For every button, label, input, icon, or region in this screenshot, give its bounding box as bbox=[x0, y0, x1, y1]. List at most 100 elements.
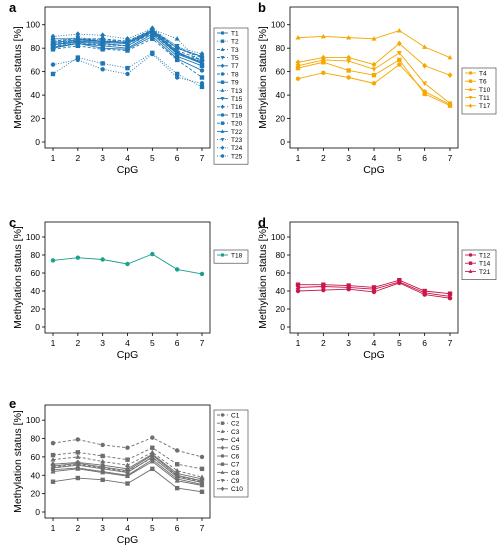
legend-label: T7 bbox=[231, 63, 239, 70]
legend-marker bbox=[220, 413, 225, 417]
legend-label: C6 bbox=[231, 453, 240, 460]
data-point bbox=[397, 57, 402, 63]
x-tick-label: 2 bbox=[75, 153, 80, 163]
data-point bbox=[125, 457, 130, 462]
data-point bbox=[50, 479, 56, 484]
legend-marker bbox=[468, 253, 473, 257]
data-point bbox=[100, 61, 105, 66]
data-point bbox=[50, 457, 56, 462]
data-point bbox=[75, 437, 81, 442]
panel-letter: c bbox=[9, 215, 16, 230]
data-point bbox=[346, 75, 351, 80]
data-point bbox=[75, 43, 81, 49]
data-point bbox=[174, 267, 180, 272]
data-point bbox=[295, 63, 301, 69]
data-point bbox=[100, 466, 106, 471]
data-point bbox=[346, 284, 352, 290]
data-point bbox=[174, 75, 180, 80]
legend-marker bbox=[220, 138, 225, 142]
legend-marker bbox=[220, 462, 225, 466]
x-tick-label: 4 bbox=[372, 153, 377, 163]
panel-e: e 0 20 40 60 80 100 1 2 3 4 5 6 7 CpG Methylation statu… bbox=[9, 396, 249, 546]
data-point bbox=[124, 469, 131, 475]
y-axis-label: Methylation status [%] bbox=[257, 226, 269, 329]
data-point bbox=[100, 477, 105, 483]
data-point bbox=[371, 36, 377, 41]
legend-label: C9 bbox=[231, 478, 240, 485]
data-point bbox=[174, 36, 180, 41]
data-point bbox=[50, 258, 56, 263]
legend-label: T8 bbox=[231, 71, 239, 78]
legend-box bbox=[213, 409, 249, 498]
data-point bbox=[199, 68, 205, 73]
data-point bbox=[75, 459, 81, 466]
legend-marker bbox=[220, 154, 225, 158]
legend-label: T14 bbox=[479, 261, 491, 268]
data-point bbox=[150, 251, 155, 257]
legend-marker bbox=[220, 470, 225, 474]
series-T2 bbox=[50, 50, 205, 90]
legend-label: T5 bbox=[231, 55, 239, 62]
data-point bbox=[174, 474, 180, 479]
x-tick-label: 2 bbox=[75, 338, 80, 348]
legend-label: T11 bbox=[479, 95, 490, 102]
legend-label: T15 bbox=[231, 96, 243, 103]
series-T10 bbox=[295, 27, 453, 60]
data-point bbox=[75, 475, 81, 481]
data-point bbox=[174, 57, 180, 63]
data-point bbox=[124, 473, 131, 479]
x-axis-label: CpG bbox=[363, 349, 385, 361]
legend-marker bbox=[220, 454, 225, 458]
data-point bbox=[371, 61, 377, 68]
legend-label: T16 bbox=[231, 104, 243, 111]
data-point bbox=[149, 458, 155, 464]
data-point bbox=[174, 49, 180, 54]
data-point bbox=[346, 59, 352, 64]
data-point bbox=[125, 445, 130, 450]
data-point bbox=[100, 462, 106, 469]
legend-label: C7 bbox=[231, 462, 240, 469]
plot-frame bbox=[289, 221, 459, 334]
data-point bbox=[100, 458, 106, 464]
legend-label: T19 bbox=[231, 112, 243, 119]
series-T20 bbox=[50, 36, 205, 80]
legend-marker bbox=[468, 79, 473, 83]
y-tick-label: 0 bbox=[35, 137, 40, 147]
data-point bbox=[320, 54, 326, 61]
y-tick-label: 20 bbox=[31, 304, 41, 314]
x-tick-label: 3 bbox=[346, 338, 351, 348]
y-tick-label: 40 bbox=[31, 90, 41, 100]
data-point bbox=[321, 287, 326, 293]
data-point bbox=[199, 75, 205, 80]
data-point bbox=[75, 454, 81, 459]
plot-frame bbox=[44, 6, 211, 149]
y-tick-label: 20 bbox=[31, 489, 41, 499]
legend-label: C10 bbox=[231, 486, 243, 493]
data-point bbox=[125, 65, 130, 71]
data-point bbox=[295, 288, 301, 294]
data-point bbox=[149, 451, 155, 458]
data-point bbox=[75, 57, 81, 63]
data-point bbox=[50, 468, 56, 474]
legend: T18 bbox=[213, 249, 249, 264]
data-point bbox=[199, 271, 205, 277]
x-tick-label: 3 bbox=[100, 153, 105, 163]
y-tick-label: 80 bbox=[31, 434, 41, 444]
y-tick-label: 60 bbox=[276, 268, 286, 278]
legend-marker bbox=[220, 104, 225, 110]
legend-marker bbox=[220, 121, 225, 125]
series-T21 bbox=[295, 279, 453, 299]
panel-d: d 0 20 40 60 80 100 1 2 3 4 5 6 7 CpG Methylation statu… bbox=[257, 215, 497, 361]
data-point bbox=[199, 84, 205, 90]
x-tick-label: 7 bbox=[200, 153, 205, 163]
series-C8 bbox=[50, 458, 205, 488]
y-tick-label: 40 bbox=[276, 90, 286, 100]
data-point bbox=[149, 25, 155, 32]
x-tick-label: 5 bbox=[150, 523, 155, 533]
data-point bbox=[371, 81, 377, 86]
legend-label: T24 bbox=[231, 145, 243, 152]
data-point bbox=[199, 489, 205, 494]
legend-marker bbox=[220, 113, 225, 117]
